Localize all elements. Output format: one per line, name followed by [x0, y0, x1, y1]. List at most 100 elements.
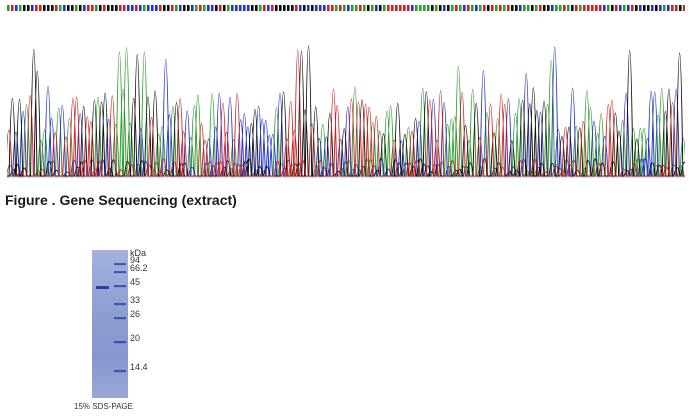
base-call-mark: [555, 5, 558, 11]
base-call-mark: [447, 5, 450, 11]
base-call-mark: [451, 5, 454, 11]
base-call-mark: [355, 5, 358, 11]
base-call-mark: [27, 5, 30, 11]
sequencing-chromatogram: [7, 45, 685, 178]
base-call-mark: [167, 5, 170, 11]
base-call-mark: [23, 5, 26, 11]
base-call-mark: [651, 5, 654, 11]
base-call-mark: [583, 5, 586, 11]
base-call-mark: [559, 5, 562, 11]
marker-band: [114, 303, 126, 306]
base-call-mark: [615, 5, 618, 11]
base-call-mark: [231, 5, 234, 11]
marker-band: [114, 263, 126, 266]
marker-band: [114, 271, 126, 274]
base-call-mark: [119, 5, 122, 11]
base-call-mark: [363, 5, 366, 11]
base-call-mark: [59, 5, 62, 11]
base-call-mark: [327, 5, 330, 11]
base-call-mark: [551, 5, 554, 11]
base-call-mark: [243, 5, 246, 11]
base-call-mark: [343, 5, 346, 11]
sample-band: [96, 286, 109, 289]
base-call-mark: [367, 5, 370, 11]
base-call-mark: [283, 5, 286, 11]
base-call-mark: [395, 5, 398, 11]
base-call-mark: [595, 5, 598, 11]
base-call-mark: [331, 5, 334, 11]
base-call-mark: [111, 5, 114, 11]
base-call-mark: [543, 5, 546, 11]
base-call-mark: [523, 5, 526, 11]
base-call-mark: [667, 5, 670, 11]
base-call-mark: [151, 5, 154, 11]
gel-bands: [96, 263, 126, 373]
base-call-mark: [211, 5, 214, 11]
base-call-mark: [179, 5, 182, 11]
marker-band: [114, 285, 126, 288]
base-call-mark: [511, 5, 514, 11]
base-call-mark: [491, 5, 494, 11]
base-call-mark: [63, 5, 66, 11]
base-call-mark: [315, 5, 318, 11]
base-call-mark: [383, 5, 386, 11]
base-call-mark: [611, 5, 614, 11]
base-call-mark: [459, 5, 462, 11]
base-call-mark: [7, 5, 10, 11]
base-call-mark: [299, 5, 302, 11]
base-call-mark: [99, 5, 102, 11]
base-call-mark: [575, 5, 578, 11]
base-call-mark: [659, 5, 662, 11]
base-call-mark: [291, 5, 294, 11]
base-call-strip: [7, 5, 685, 11]
base-call-mark: [175, 5, 178, 11]
base-call-mark: [679, 5, 682, 11]
base-call-mark: [91, 5, 94, 11]
trace-c: [7, 46, 685, 177]
base-call-mark: [407, 5, 410, 11]
base-call-mark: [471, 5, 474, 11]
base-call-mark: [295, 5, 298, 11]
base-call-mark: [227, 5, 230, 11]
base-call-mark: [319, 5, 322, 11]
marker-band: [114, 341, 126, 344]
base-call-mark: [535, 5, 538, 11]
base-call-mark: [531, 5, 534, 11]
base-call-mark: [87, 5, 90, 11]
base-call-mark: [411, 5, 414, 11]
base-call-mark: [75, 5, 78, 11]
base-call-mark: [607, 5, 610, 11]
base-call-mark: [79, 5, 82, 11]
base-call-mark: [563, 5, 566, 11]
base-call-mark: [207, 5, 210, 11]
base-call-mark: [251, 5, 254, 11]
base-call-mark: [599, 5, 602, 11]
base-call-mark: [431, 5, 434, 11]
base-call-mark: [419, 5, 422, 11]
base-call-mark: [439, 5, 442, 11]
base-call-mark: [71, 5, 74, 11]
base-call-mark: [115, 5, 118, 11]
base-call-mark: [143, 5, 146, 11]
base-call-mark: [487, 5, 490, 11]
base-call-mark: [279, 5, 282, 11]
base-call-mark: [567, 5, 570, 11]
base-call-mark: [387, 5, 390, 11]
kda-unit-label: kDa: [130, 248, 147, 258]
base-call-mark: [351, 5, 354, 11]
base-call-mark: [287, 5, 290, 11]
base-call-mark: [631, 5, 634, 11]
base-call-mark: [519, 5, 522, 11]
base-call-mark: [347, 5, 350, 11]
base-call-mark: [399, 5, 402, 11]
base-call-mark: [55, 5, 58, 11]
base-call-mark: [503, 5, 506, 11]
base-call-mark: [591, 5, 594, 11]
base-call-mark: [199, 5, 202, 11]
base-call-mark: [371, 5, 374, 11]
base-call-mark: [215, 5, 218, 11]
base-call-mark: [495, 5, 498, 11]
sds-page-gel-figure: kDa 94 66.2 45 33 26 20 14.4 15% SDS-PAG…: [60, 245, 200, 415]
base-call-mark: [43, 5, 46, 11]
marker-band: [114, 317, 126, 320]
